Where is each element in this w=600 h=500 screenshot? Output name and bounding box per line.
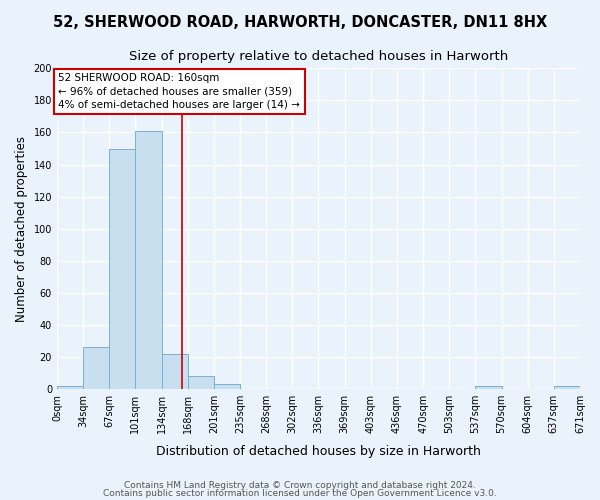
Bar	[161, 354, 188, 389]
Bar	[109, 148, 136, 389]
Title: Size of property relative to detached houses in Harworth: Size of property relative to detached ho…	[129, 50, 508, 63]
X-axis label: Distribution of detached houses by size in Harworth: Distribution of detached houses by size …	[156, 444, 481, 458]
Bar	[136, 131, 161, 389]
Text: Contains HM Land Registry data © Crown copyright and database right 2024.: Contains HM Land Registry data © Crown c…	[124, 480, 476, 490]
Bar	[214, 384, 240, 389]
Y-axis label: Number of detached properties: Number of detached properties	[15, 136, 28, 322]
Text: Contains public sector information licensed under the Open Government Licence v3: Contains public sector information licen…	[103, 489, 497, 498]
Bar	[475, 386, 502, 389]
Text: 52, SHERWOOD ROAD, HARWORTH, DONCASTER, DN11 8HX: 52, SHERWOOD ROAD, HARWORTH, DONCASTER, …	[53, 15, 547, 30]
Bar	[188, 376, 214, 389]
Bar	[83, 348, 109, 389]
Bar	[554, 386, 580, 389]
Bar	[57, 386, 83, 389]
Text: 52 SHERWOOD ROAD: 160sqm
← 96% of detached houses are smaller (359)
4% of semi-d: 52 SHERWOOD ROAD: 160sqm ← 96% of detach…	[58, 73, 301, 110]
